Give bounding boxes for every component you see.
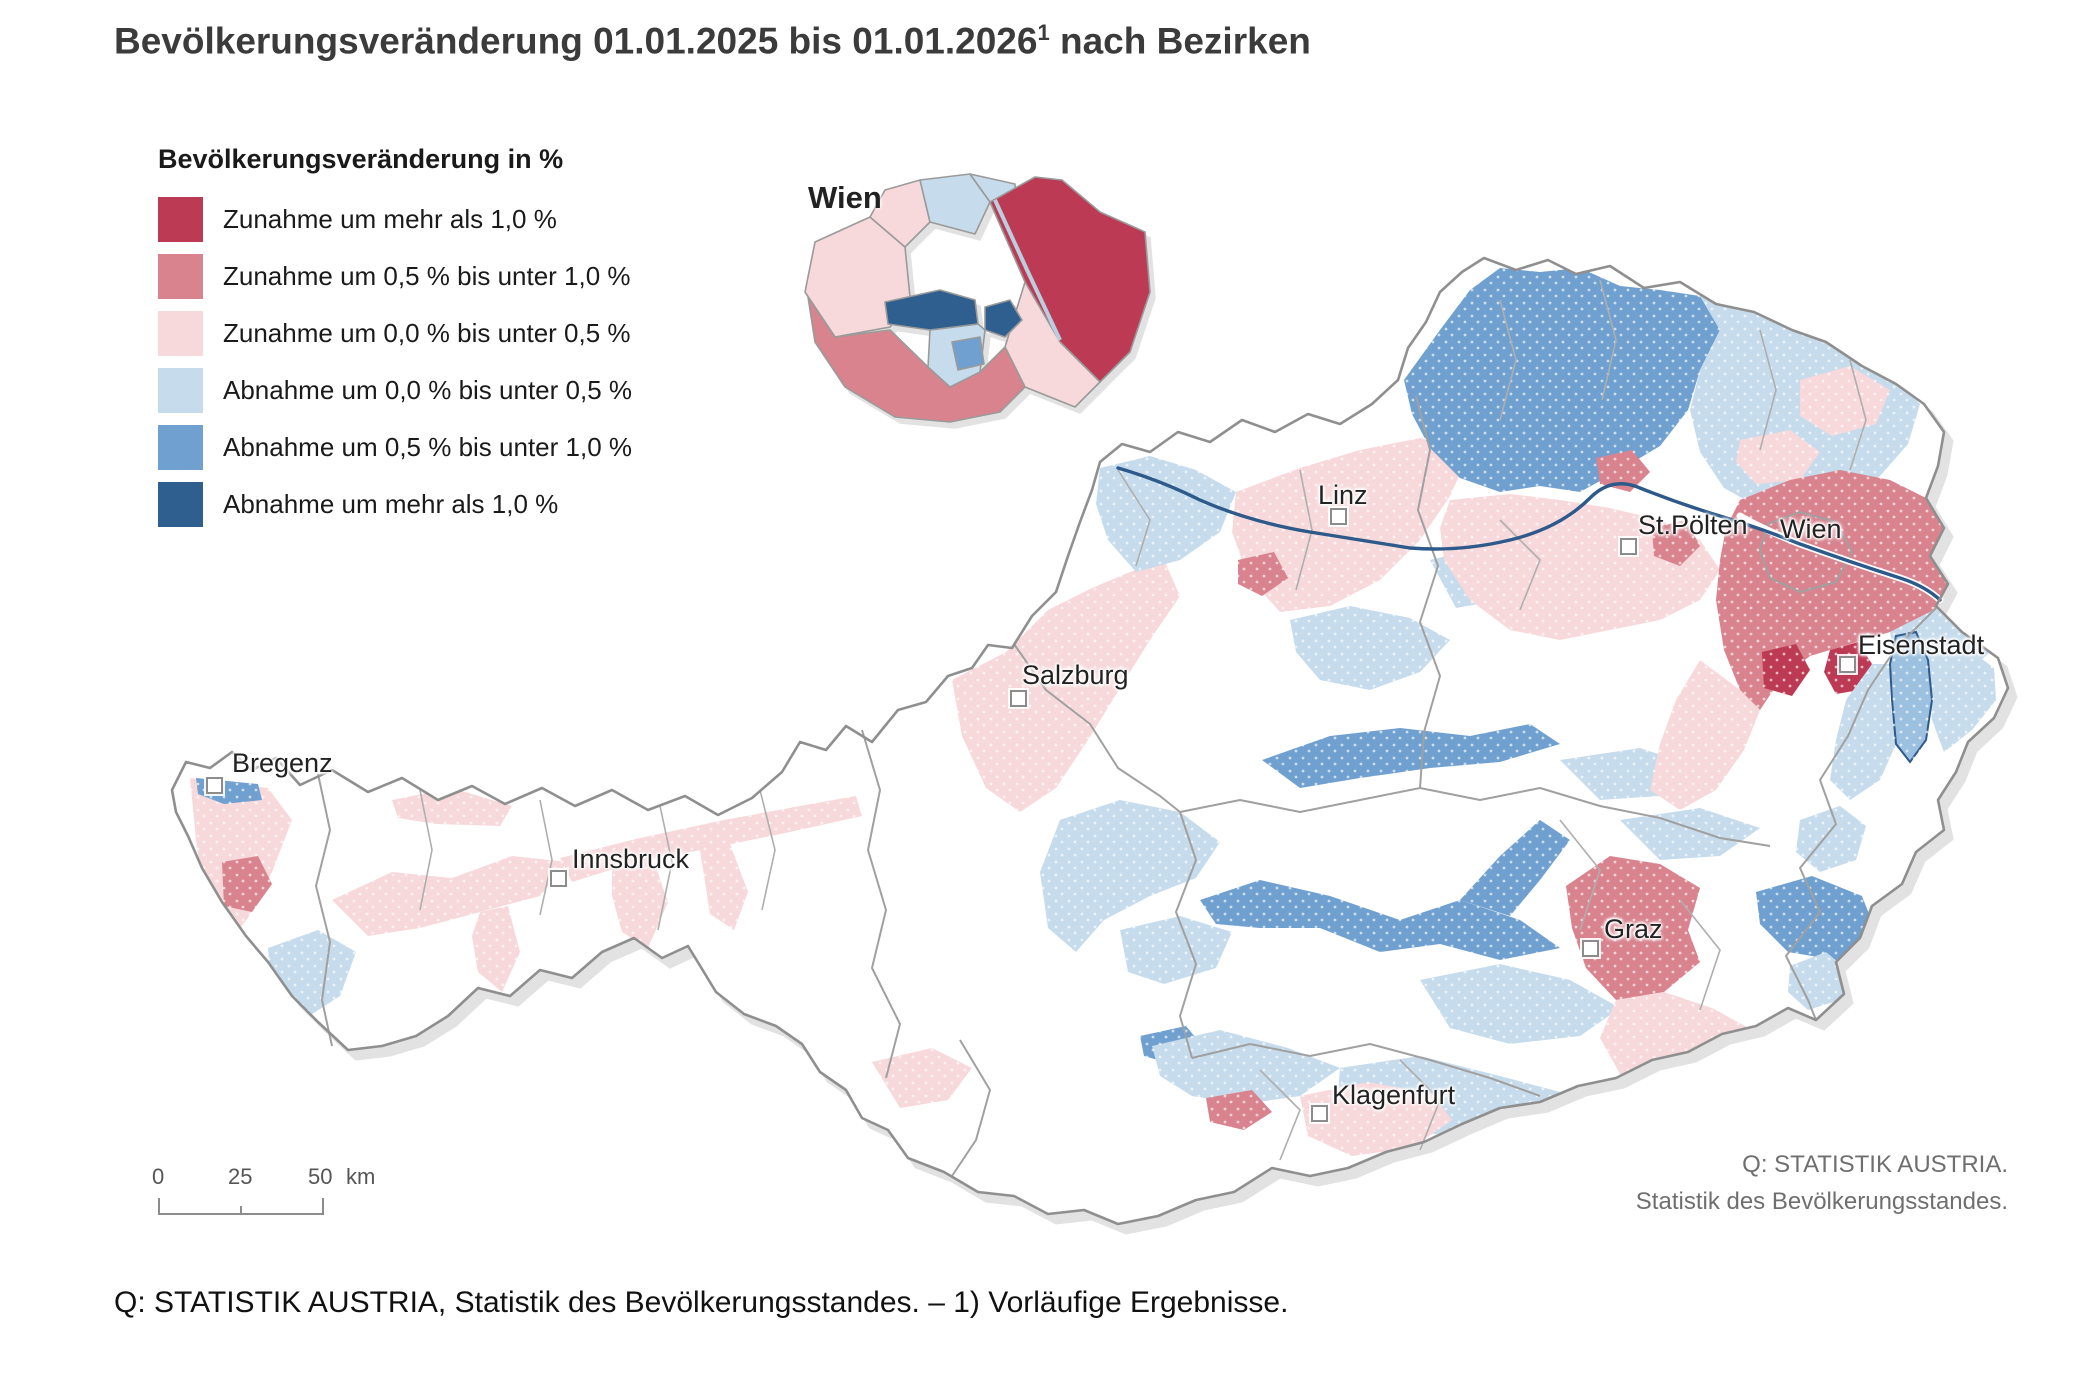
legend-label: Abnahme um 0,5 % bis unter 1,0 % [223,432,633,462]
map-source-line2: Statistik des Bevölkerungsstandes. [1635,1188,2008,1215]
legend-row: Zunahme um 0,0 % bis unter 0,5 % [158,311,718,356]
city-label-stpoelten: St.Pölten [1638,510,1748,540]
legend-title: Bevölkerungsveränderung in % [158,144,564,174]
legend-swatch-increase-05-1 [158,254,203,299]
legend-label: Zunahme um 0,0 % bis unter 0,5 % [223,318,631,348]
city-marker-klagenfurt [1311,1105,1328,1122]
inset-title: Wien [808,180,882,215]
legend-row: Zunahme um 0,5 % bis unter 1,0 % [158,254,718,299]
inset-danube [993,199,1062,341]
city-marker-eisenstadt [1839,656,1856,673]
danube-river [1116,466,1944,604]
legend-row: Abnahme um 0,0 % bis unter 0,5 % [158,368,718,413]
legend-label: Zunahme um 0,5 % bis unter 1,0 % [223,261,631,291]
page-title-tail: nach Bezirken [1049,20,1311,62]
city-marker-stpoelten [1620,538,1637,555]
legend-row: Abnahme um 0,5 % bis unter 1,0 % [158,425,718,470]
city-label-bregenz: Bregenz [232,748,333,778]
legend: Bevölkerungsveränderung in % Zunahme um … [158,144,718,539]
footnote: Q: STATISTIK AUSTRIA, Statistik des Bevö… [114,1286,1289,1319]
page-title-footnote-marker: 1 [1037,20,1050,45]
city-label-graz: Graz [1604,914,1663,944]
scale-unit: km [346,1164,376,1189]
city-marker-innsbruck [550,870,567,887]
scale-tick-50: 50 [308,1164,333,1189]
city-marker-graz [1582,940,1599,957]
map-source-line1: Q: STATISTIK AUSTRIA. [1742,1151,2008,1178]
city-label-linz: Linz [1318,480,1368,510]
inset-district-guertel-west [884,289,979,331]
legend-swatch-decrease-0-05 [158,368,203,413]
legend-label: Abnahme um 0,0 % bis unter 0,5 % [223,375,633,405]
city-marker-bregenz [206,777,223,794]
city-label-eisenstadt: Eisenstadt [1858,630,1985,660]
page-title-main: Bevölkerungsveränderung 01.01.2025 bis 0… [114,20,1038,62]
legend-swatch-increase-0-05 [158,311,203,356]
city-marker-linz [1330,508,1347,525]
scale-bar-line [158,1198,324,1215]
legend-swatch-decrease-gt-1 [158,482,203,527]
scale-bar: 0 25 50 km [150,1164,410,1220]
city-marker-salzburg [1010,690,1027,707]
wien-inset-map [804,173,1151,423]
inset-district-north1 [919,173,991,235]
legend-row: Zunahme um mehr als 1,0 % [158,197,718,242]
city-label-klagenfurt: Klagenfurt [1332,1080,1456,1110]
legend-label: Abnahme um mehr als 1,0 % [223,489,559,519]
scale-bar-midtick [240,1206,242,1213]
inset-district-sued [807,296,1026,423]
inset-district-sued-mitte [951,336,985,371]
city-label-innsbruck: Innsbruck [572,844,690,874]
city-label-wien: Wien [1780,514,1842,544]
district-borders [315,279,1937,1177]
legend-swatch-decrease-05-1 [158,425,203,470]
city-label-salzburg: Salzburg [1022,660,1129,690]
page-title: Bevölkerungsveränderung 01.01.2025 bis 0… [114,20,1311,62]
legend-label: Zunahme um mehr als 1,0 % [223,204,557,234]
legend-row: Abnahme um mehr als 1,0 % [158,482,718,527]
scale-tick-25: 25 [228,1164,253,1189]
scale-tick-0: 0 [152,1164,165,1189]
map-source: Q: STATISTIK AUSTRIA. Statistik des Bevö… [1636,1146,2008,1220]
inset-district-innere [984,299,1023,338]
legend-swatch-increase-gt-1 [158,197,203,242]
